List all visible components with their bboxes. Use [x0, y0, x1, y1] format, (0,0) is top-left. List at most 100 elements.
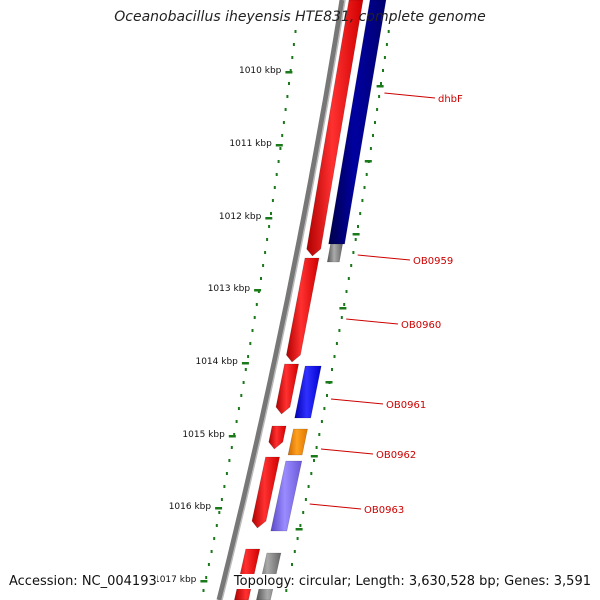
scale-dot — [240, 394, 243, 397]
scale-tick-mark — [215, 507, 223, 510]
outer-scale-dot — [299, 524, 302, 527]
outer-scale-dot — [302, 511, 305, 514]
scale-dot — [249, 342, 252, 345]
scale-dot — [251, 329, 254, 332]
gene-label: dhbF — [438, 94, 463, 105]
accession-text: Accession: NC_004193 — [9, 574, 157, 589]
outer-scale-dot — [331, 368, 333, 371]
scale-dot — [264, 251, 267, 254]
scale-dot — [242, 381, 245, 384]
cds-dhbF-forward — [306, 0, 364, 257]
outer-scale-tick — [295, 528, 303, 531]
outer-scale-dot — [304, 498, 307, 501]
scale-tick-mark — [275, 144, 283, 147]
cds-OB0961-forward — [268, 425, 287, 450]
gene-label: OB0963 — [364, 505, 404, 516]
scale-tick-label: 1010 kbp — [239, 66, 282, 76]
scale-dot — [223, 485, 226, 488]
outer-scale-dot — [291, 563, 293, 566]
scale-tick-mark — [265, 217, 273, 220]
outer-scale-dot — [383, 56, 386, 59]
scale-tick-mark — [285, 71, 293, 74]
scale-dot — [235, 420, 238, 423]
outer-scale-dot — [293, 550, 296, 553]
outer-scale-dot — [315, 446, 318, 449]
outer-scale-dot — [352, 251, 355, 254]
scale-dot — [247, 355, 250, 358]
scale-dot — [213, 537, 216, 540]
outer-scale-tick — [310, 455, 318, 458]
scale-dot — [270, 212, 272, 215]
scale-dot — [275, 173, 278, 176]
outer-scale-dot — [340, 316, 343, 319]
outer-scale-dot — [338, 329, 341, 332]
scale-dot — [292, 43, 295, 46]
scale-dot — [279, 147, 282, 150]
outer-scale-dot — [307, 485, 310, 488]
outer-scale-dot — [385, 43, 388, 46]
outer-scale-dot — [376, 108, 379, 111]
scale-dot — [230, 446, 233, 449]
outer-scale-dot — [320, 420, 323, 423]
genome-title: Oceanobacillus iheyensis HTE831, complet… — [114, 9, 486, 25]
scale-dot — [225, 472, 228, 475]
outer-scale-dot — [343, 303, 346, 306]
scale-dot — [288, 82, 290, 85]
outer-scale-dot — [365, 173, 368, 176]
scale-dot — [262, 264, 265, 267]
scale-tick-mark — [228, 435, 236, 438]
scale-dot — [244, 368, 247, 371]
outer-scale-dot — [347, 277, 350, 280]
gene-leader-line — [384, 92, 436, 99]
gene-label: OB0961 — [386, 400, 426, 411]
scale-tick-label: 1014 kbp — [195, 357, 238, 367]
gene-leader-line — [346, 318, 399, 325]
outer-scale-dot — [333, 355, 336, 358]
scale-dot — [273, 186, 276, 189]
scale-dot — [271, 199, 274, 202]
scale-tick-label: 1015 kbp — [182, 430, 225, 440]
scale-dot — [220, 498, 223, 501]
scale-dot — [253, 316, 256, 319]
scale-dot — [294, 30, 297, 33]
scale-dot — [291, 56, 294, 59]
scale-dot — [218, 511, 221, 514]
scale-dot — [233, 433, 236, 436]
backbone-arc — [216, 0, 345, 600]
feature-OB0961-blue — [294, 365, 322, 419]
outer-scale-tick — [339, 307, 347, 310]
gene-leader-line — [357, 254, 411, 261]
scale-tick-label: 1017 kbp — [154, 575, 197, 585]
outer-scale-dot — [350, 264, 353, 267]
scale-dot — [237, 407, 240, 410]
cds-OB0962-forward — [251, 456, 280, 529]
scale-tick-label: 1011 kbp — [229, 139, 272, 149]
scale-dot — [215, 524, 218, 527]
scale-dot — [282, 121, 285, 124]
scale-tick-label: 1013 kbp — [208, 284, 251, 294]
gene-label: OB0960 — [401, 320, 441, 331]
scale-dot — [268, 225, 271, 228]
outer-scale-dot — [296, 537, 299, 540]
scale-tick-mark — [254, 289, 262, 292]
gene-label: OB0959 — [413, 256, 453, 267]
scale-dot — [228, 459, 231, 462]
outer-scale-dot — [369, 147, 372, 150]
scale-dot — [207, 563, 210, 566]
outer-scale-tick — [376, 85, 384, 88]
scale-dot — [277, 160, 280, 163]
gene-leader-line — [309, 503, 362, 510]
outer-scale-dot — [372, 134, 374, 137]
scale-dot — [202, 589, 205, 592]
gene-leader-line — [330, 398, 384, 405]
scale-dot — [255, 303, 258, 306]
outer-scale-dot — [363, 186, 366, 189]
outer-scale-dot — [359, 212, 362, 215]
cds-OB0959-forward — [286, 257, 320, 363]
feature-gray-end — [326, 243, 343, 263]
scale-dot — [260, 277, 262, 280]
backbone-highlight — [221, 0, 346, 600]
outer-scale-dot — [378, 95, 381, 98]
scale-tick-mark — [241, 362, 249, 365]
